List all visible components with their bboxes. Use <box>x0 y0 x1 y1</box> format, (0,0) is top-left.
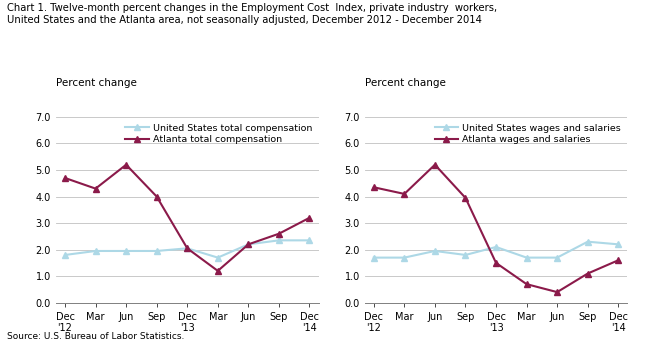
Atlanta wages and salaries <box>492 261 500 265</box>
Atlanta total compensation <box>244 242 252 246</box>
United States total compensation <box>152 249 160 253</box>
United States total compensation <box>306 238 313 243</box>
United States wages and salaries <box>584 240 592 244</box>
Atlanta wages and salaries <box>523 282 531 286</box>
Line: United States wages and salaries: United States wages and salaries <box>371 239 621 260</box>
United States wages and salaries <box>370 256 378 260</box>
Text: Chart 1. Twelve-month percent changes in the Employment Cost  Index, private ind: Chart 1. Twelve-month percent changes in… <box>7 3 497 25</box>
United States total compensation <box>183 246 191 250</box>
Atlanta total compensation <box>183 246 191 250</box>
Legend: United States total compensation, Atlanta total compensation: United States total compensation, Atlant… <box>124 122 314 146</box>
Atlanta total compensation <box>306 216 313 220</box>
United States total compensation <box>122 249 130 253</box>
Atlanta total compensation <box>61 176 69 180</box>
Atlanta total compensation <box>152 194 160 198</box>
Atlanta total compensation <box>275 232 283 236</box>
Legend: United States wages and salaries, Atlanta wages and salaries: United States wages and salaries, Atlant… <box>433 122 623 146</box>
United States wages and salaries <box>431 249 439 253</box>
Line: Atlanta wages and salaries: Atlanta wages and salaries <box>371 162 621 295</box>
United States wages and salaries <box>400 256 408 260</box>
Atlanta wages and salaries <box>431 163 439 167</box>
Atlanta total compensation <box>122 163 130 167</box>
Line: Atlanta total compensation: Atlanta total compensation <box>62 162 312 274</box>
United States total compensation <box>214 256 222 260</box>
Atlanta wages and salaries <box>553 290 561 294</box>
United States wages and salaries <box>553 256 561 260</box>
United States total compensation <box>91 249 99 253</box>
Atlanta total compensation <box>91 186 99 191</box>
United States wages and salaries <box>523 256 531 260</box>
Atlanta wages and salaries <box>370 185 378 189</box>
United States total compensation <box>61 253 69 257</box>
Atlanta wages and salaries <box>584 271 592 276</box>
Atlanta total compensation <box>214 269 222 273</box>
United States wages and salaries <box>461 253 469 257</box>
Line: United States total compensation: United States total compensation <box>62 238 312 260</box>
United States total compensation <box>275 238 283 243</box>
Text: Source: U.S. Bureau of Labor Statistics.: Source: U.S. Bureau of Labor Statistics. <box>7 332 184 341</box>
Text: Percent change: Percent change <box>365 78 445 88</box>
United States total compensation <box>244 242 252 246</box>
Atlanta wages and salaries <box>400 192 408 196</box>
Atlanta wages and salaries <box>614 258 622 262</box>
United States wages and salaries <box>492 245 500 249</box>
Text: Percent change: Percent change <box>56 78 137 88</box>
Atlanta wages and salaries <box>461 196 469 200</box>
United States wages and salaries <box>614 242 622 246</box>
